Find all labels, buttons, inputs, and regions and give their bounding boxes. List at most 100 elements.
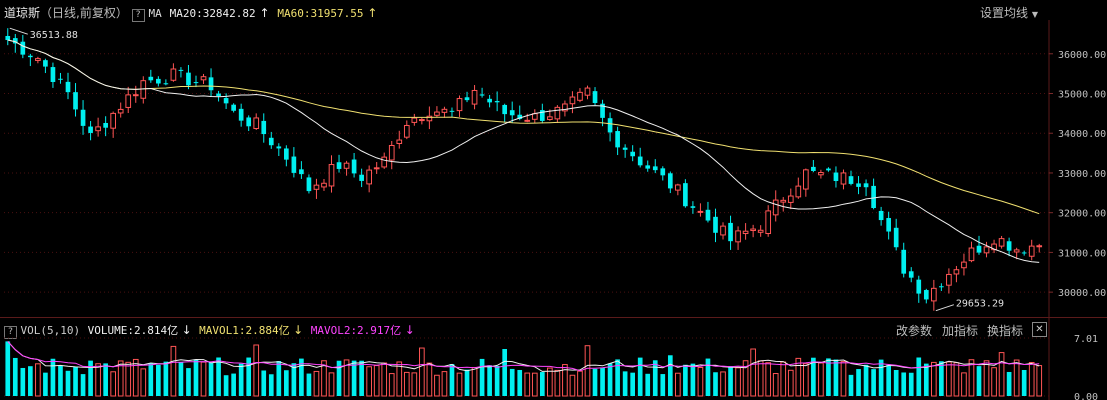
- candle-body-up: [953, 269, 960, 275]
- price-chart: 36000.00 35000.00 34000.00 33000.00 32000.00…: [0, 20, 1107, 318]
- volume-bar-down: [848, 374, 854, 396]
- candle-body-up: [840, 172, 847, 185]
- candle-body-down: [826, 168, 831, 171]
- volume-bar-up: [577, 370, 583, 397]
- candle-body-down: [208, 77, 214, 91]
- volume-bar-up: [253, 344, 260, 397]
- add-indicator-button[interactable]: 加指标: [942, 324, 979, 338]
- candle-body-down: [178, 69, 184, 71]
- volume-bar-up: [584, 345, 591, 397]
- candle-body-down: [163, 83, 169, 85]
- y-tick-label: 36000.00: [1058, 50, 1106, 61]
- candle-body-down: [80, 109, 86, 126]
- y-tick-label: 30000.00: [1058, 288, 1106, 299]
- ma-label: MA: [148, 7, 162, 20]
- volume-bar-up: [1013, 359, 1020, 397]
- volume-bar-up: [991, 367, 997, 397]
- volume-bar-up: [434, 374, 440, 397]
- candle-body-up: [757, 229, 764, 233]
- volume-bar-up: [750, 348, 756, 397]
- volume-bar-up: [125, 361, 132, 397]
- mavol1-down-arrow-icon: ↓: [293, 323, 304, 337]
- candle-body-down: [359, 174, 364, 181]
- candle-body-down: [976, 245, 982, 253]
- volume-bar-up: [388, 373, 395, 397]
- high-annotation-pointer: [9, 27, 28, 35]
- volume-bar-down: [306, 373, 312, 396]
- volume-bar-down: [494, 365, 500, 396]
- volume-bar-up: [456, 372, 463, 397]
- high-annotation-label: 36513.88: [30, 30, 78, 41]
- volume-bar-up: [381, 362, 388, 397]
- volume-bar-up: [946, 361, 952, 397]
- candle-body-up: [200, 76, 207, 81]
- candle-body-down: [607, 118, 613, 133]
- volume-bar-up: [396, 361, 403, 397]
- change-params-button[interactable]: 改参数: [896, 324, 933, 338]
- volume-bar-up: [471, 366, 478, 397]
- candle-body-down: [728, 222, 733, 242]
- candle-body-up: [961, 261, 967, 269]
- volume-bar-up: [1028, 361, 1035, 397]
- candle-body-down: [186, 72, 191, 86]
- volume-bar-down: [148, 363, 154, 396]
- volume-bar-down: [487, 365, 492, 396]
- volume-bar-down: [502, 349, 508, 396]
- ma20-value: MA20:32842.82: [169, 7, 256, 20]
- mavol1-line: [7, 341, 1040, 372]
- volume-bar-up: [411, 372, 418, 397]
- candle-body-down: [509, 110, 515, 116]
- volume-bar-down: [186, 368, 191, 396]
- volume-bar-up: [117, 360, 124, 397]
- candle-body-up: [396, 139, 403, 144]
- switch-indicator-button[interactable]: 换指标: [987, 324, 1024, 338]
- candle-body-down: [231, 104, 236, 111]
- volume-bar-down: [600, 367, 605, 396]
- candle-body-down: [652, 166, 658, 171]
- volume-bar-down: [5, 341, 11, 396]
- volume-bar-down: [923, 363, 929, 396]
- candle-body-down: [464, 97, 470, 101]
- volume-bar-down: [43, 372, 48, 396]
- help-icon[interactable]: ?: [131, 9, 145, 22]
- ma20-line: [7, 39, 1040, 263]
- volume-value: VOLUME:2.814亿: [87, 324, 179, 337]
- ma-settings-button[interactable]: 设置均线 ▼: [980, 4, 1038, 21]
- candle-body-down: [12, 38, 18, 44]
- volume-bar-down: [163, 361, 169, 396]
- vol-label: VOL(5,10): [20, 324, 81, 337]
- close-icon[interactable]: ✕: [1032, 322, 1047, 337]
- volume-bar-up: [524, 372, 531, 397]
- candle-body-down: [156, 78, 161, 84]
- volume-bar-down: [667, 355, 673, 396]
- instrument-title: 道琼斯: [4, 6, 41, 20]
- volume-bar-down: [238, 363, 244, 396]
- volume-bar-down: [916, 357, 922, 396]
- volume-bar-up: [697, 366, 704, 397]
- volume-bar-down: [615, 359, 620, 396]
- y-tick-label: 31000.00: [1058, 248, 1106, 259]
- candle-body-up: [697, 210, 704, 213]
- volume-help-icon[interactable]: ?: [4, 326, 17, 339]
- candle-body-up: [772, 199, 779, 216]
- volume-bar-down: [901, 372, 907, 396]
- candle-body-up: [735, 230, 741, 243]
- volume-bar-up: [720, 371, 726, 397]
- ma-settings-label: 设置均线: [980, 6, 1029, 20]
- volume-bar-up: [441, 371, 448, 397]
- volume-bar-up: [132, 358, 139, 397]
- candle-body-down: [645, 165, 651, 169]
- volume-bar-up: [998, 352, 1005, 397]
- candle-body-down: [216, 93, 221, 97]
- volume-bar-down: [88, 360, 93, 396]
- volume-bar-up: [562, 364, 568, 397]
- y-tick-label: 34000.00: [1058, 129, 1106, 140]
- mavol1-value: MAVOL1:2.884亿: [199, 324, 290, 337]
- volume-bar-up: [757, 360, 764, 397]
- candle-body-up: [411, 117, 418, 123]
- candle-body-up: [531, 113, 538, 120]
- volume-bar-up: [343, 359, 350, 397]
- ma60-up-arrow-icon: ↑: [367, 6, 378, 20]
- candle-body-down: [592, 91, 598, 104]
- volume-bar-up: [313, 370, 320, 397]
